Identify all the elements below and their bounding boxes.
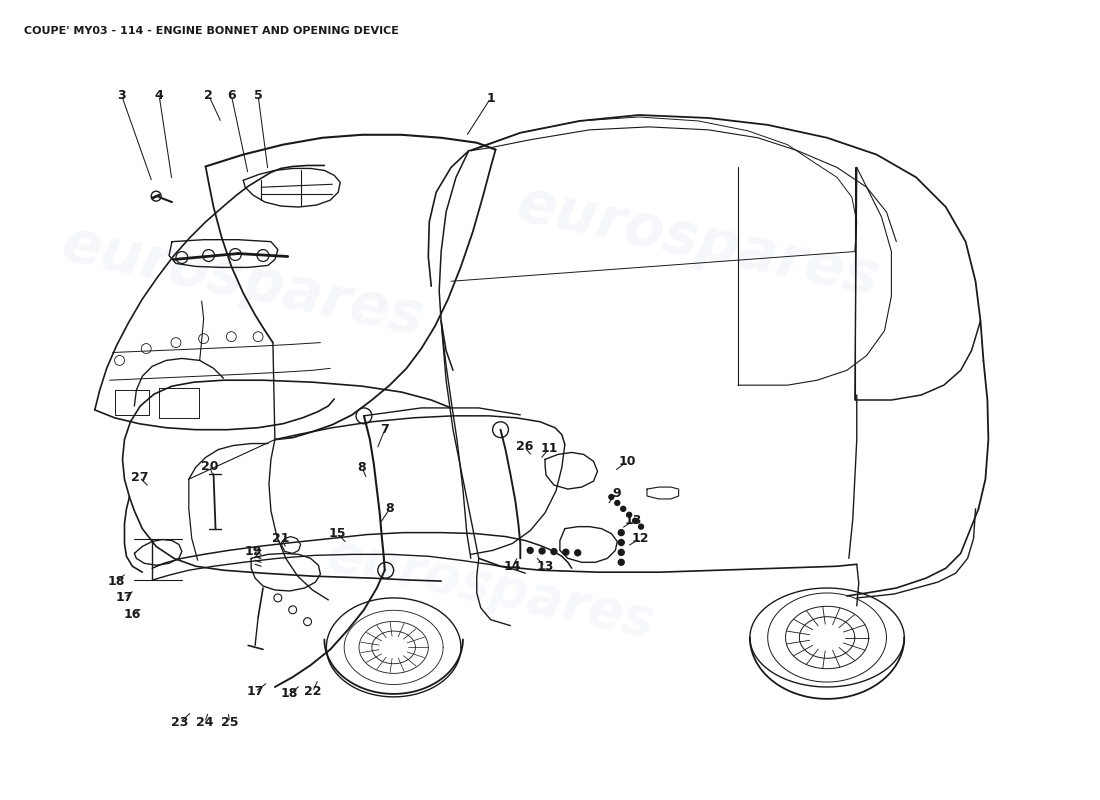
Text: 8: 8 [358,461,366,474]
Circle shape [627,512,631,518]
Text: 7: 7 [381,423,389,436]
Text: 23: 23 [172,716,188,729]
Text: 24: 24 [196,716,213,729]
Text: eurospares: eurospares [57,215,430,347]
Text: 13: 13 [625,514,641,527]
Text: 21: 21 [272,532,289,545]
Text: eurospares: eurospares [322,528,659,648]
Text: 15: 15 [329,527,346,540]
Text: 25: 25 [221,716,238,729]
Text: 20: 20 [201,460,218,473]
Text: 8: 8 [385,502,394,515]
Circle shape [618,559,624,566]
Circle shape [632,518,638,523]
Text: 17: 17 [246,686,264,698]
Text: 26: 26 [516,440,534,453]
Text: 3: 3 [118,89,125,102]
Text: 22: 22 [304,686,321,698]
Text: 27: 27 [131,470,149,484]
Text: 4: 4 [155,89,164,102]
Text: COUPE' MY03 - 114 - ENGINE BONNET AND OPENING DEVICE: COUPE' MY03 - 114 - ENGINE BONNET AND OP… [23,26,398,36]
Circle shape [563,550,569,555]
Circle shape [615,501,619,506]
Text: 16: 16 [123,608,141,622]
Text: 12: 12 [631,532,649,545]
Text: 10: 10 [618,455,636,468]
Text: 9: 9 [612,486,620,499]
Circle shape [539,548,546,554]
Circle shape [618,530,624,535]
Circle shape [527,547,534,554]
Circle shape [551,549,557,554]
Text: 19: 19 [244,545,262,558]
Circle shape [609,494,614,499]
Text: 13: 13 [537,560,553,573]
Text: eurospares: eurospares [512,175,884,308]
Text: 14: 14 [504,560,521,573]
Text: 5: 5 [254,89,263,102]
Text: 2: 2 [205,89,213,102]
Text: 6: 6 [227,89,235,102]
Text: 11: 11 [540,442,558,455]
Circle shape [639,524,643,529]
Text: 17: 17 [116,591,133,605]
Circle shape [618,539,624,546]
Text: 1: 1 [486,92,495,105]
Text: 18: 18 [108,574,125,587]
Circle shape [618,550,624,555]
Text: 18: 18 [282,687,298,701]
Circle shape [574,550,581,556]
Circle shape [620,506,626,511]
